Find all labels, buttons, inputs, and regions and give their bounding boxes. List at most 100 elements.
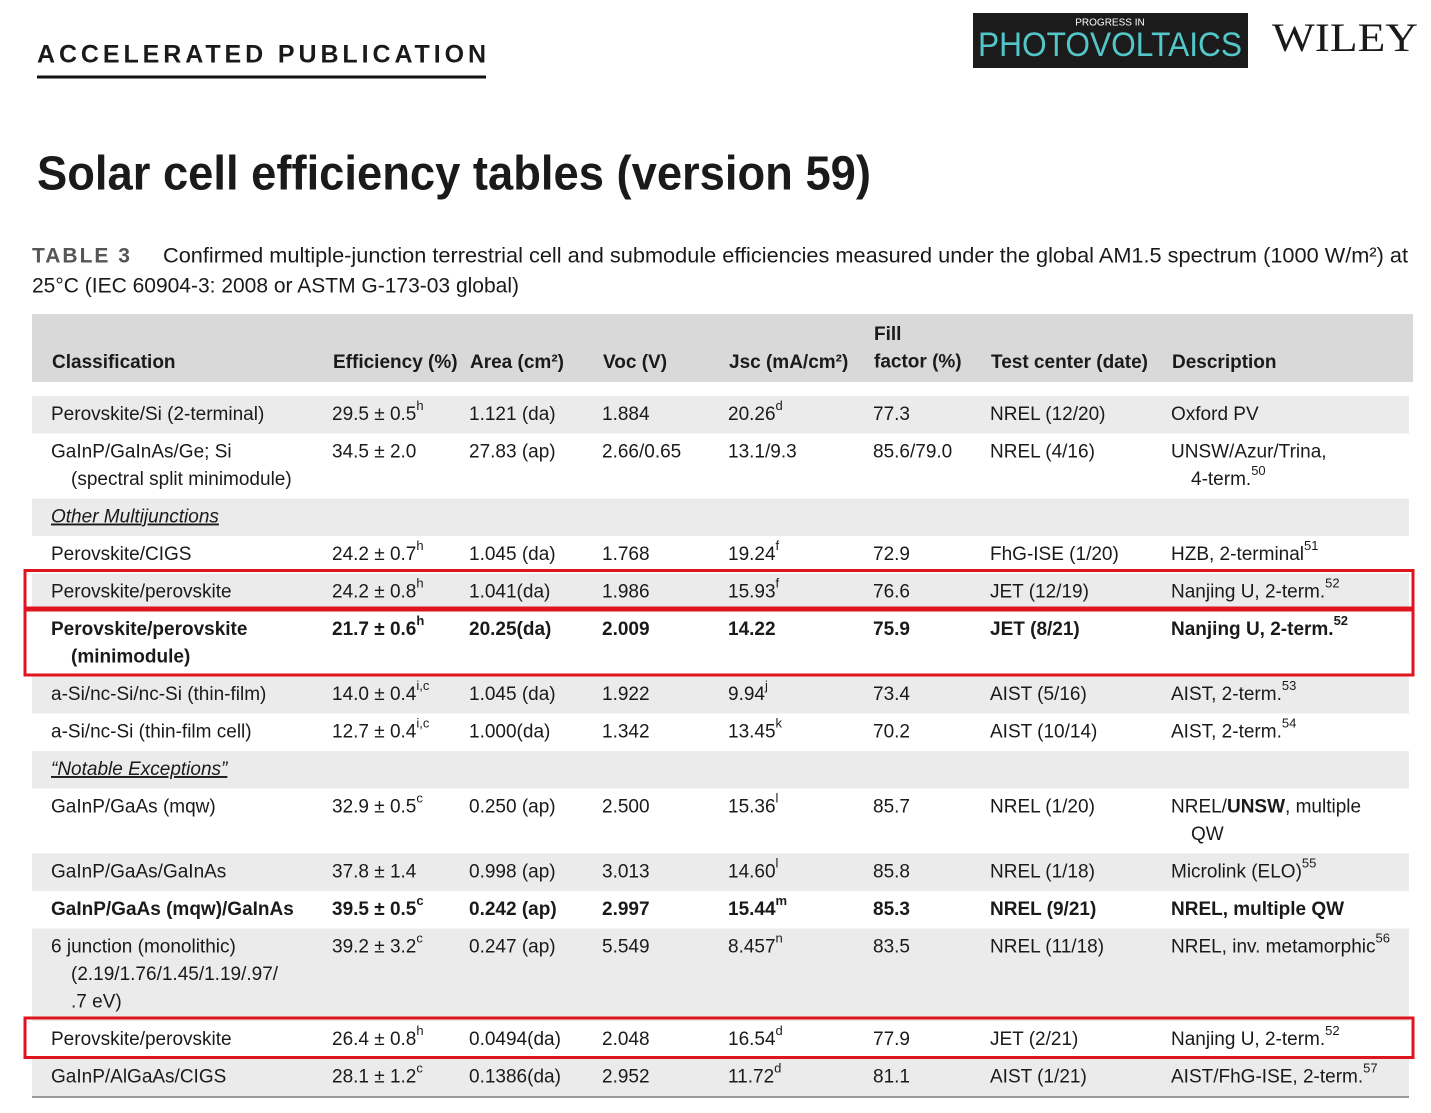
- text-run: 1.041(da): [469, 582, 550, 603]
- text-run: Test center (date): [991, 352, 1148, 373]
- text-run: AIST, 2-term.: [1171, 722, 1282, 743]
- column-header: Area (cm²): [470, 352, 564, 373]
- text-run: 14.60: [728, 862, 776, 883]
- text-run: 77.9: [873, 1029, 910, 1050]
- table-cell: 5.549: [602, 937, 650, 958]
- table-cell: 15.36l: [728, 791, 779, 818]
- table-cell: AIST (1/21): [990, 1067, 1087, 1088]
- text-run: factor (%): [874, 352, 962, 373]
- table-cell: 1.884: [602, 404, 650, 425]
- table-cell: .7 eV): [71, 992, 122, 1013]
- table-label: TABLE 3: [32, 245, 132, 268]
- footnote-mark: 52: [1334, 613, 1348, 628]
- table-cell: 77.9: [873, 1029, 910, 1050]
- footnote-mark: d: [776, 398, 783, 413]
- text-run: (minimodule): [71, 647, 190, 668]
- footnote-mark: i,c: [416, 678, 430, 693]
- text-run: 13.45: [728, 722, 776, 743]
- table-cell: FhG-ISE (1/20): [990, 544, 1119, 565]
- text-run: 14.22: [728, 619, 776, 640]
- section-label: ACCELERATED PUBLICATION: [37, 41, 486, 69]
- table-cell: 29.5 ± 0.5h: [332, 398, 424, 425]
- table-cell: NREL, multiple QW: [1171, 899, 1344, 920]
- text-run: 20.26: [728, 404, 776, 425]
- footnote-mark: f: [776, 538, 780, 553]
- text-run: UNSW: [1227, 797, 1285, 818]
- text-run: 1.342: [602, 722, 650, 743]
- text-run: 26.4 ± 0.8: [332, 1029, 416, 1050]
- table-cell: QW: [1191, 824, 1224, 845]
- text-run: 1.884: [602, 404, 650, 425]
- table-cell: JET (2/21): [990, 1029, 1078, 1050]
- table-cell: 1.922: [602, 684, 650, 705]
- column-header: Voc (V): [603, 352, 667, 373]
- table-cell: 77.3: [873, 404, 910, 425]
- row-band: [32, 498, 1409, 536]
- text-run: AIST (10/14): [990, 722, 1097, 743]
- table-cell: 39.5 ± 0.5c: [332, 893, 424, 920]
- table-cell: 72.9: [873, 544, 910, 565]
- text-run: .7 eV): [71, 992, 122, 1013]
- text-run: 2.997: [602, 899, 650, 920]
- table-cell: 15.44m: [728, 893, 787, 920]
- table-cell: 1.045 (da): [469, 684, 556, 705]
- text-run: NREL (9/21): [990, 899, 1096, 920]
- text-run: NREL, inv. metamorphic: [1171, 937, 1376, 958]
- row-band: [32, 751, 1409, 789]
- footnote-mark: d: [776, 1023, 783, 1038]
- text-run: 75.9: [873, 619, 910, 640]
- table-cell: NREL, inv. metamorphic56: [1171, 931, 1390, 958]
- text-run: GaInP/GaInAs/Ge; Si: [51, 442, 232, 463]
- row-band: [32, 928, 1409, 1021]
- text-run: AIST (1/21): [990, 1067, 1087, 1088]
- text-run: 76.6: [873, 582, 910, 603]
- publisher: WILEY: [1272, 15, 1418, 60]
- text-run: Area (cm²): [470, 352, 564, 373]
- text-run: 14.0 ± 0.4: [332, 684, 417, 705]
- text-run: GaInP/GaAs (mqw): [51, 797, 216, 818]
- table-cell: (2.19/1.76/1.45/1.19/.97/: [71, 964, 279, 985]
- text-run: 1.768: [602, 544, 650, 565]
- row-band: [32, 713, 1409, 751]
- footnote-mark: c: [416, 893, 423, 908]
- table-cell: AIST (10/14): [990, 722, 1097, 743]
- title: Solar cell efficiency tables (version 59…: [37, 148, 871, 201]
- table-cell: GaInP/AlGaAs/CIGS: [51, 1067, 226, 1088]
- text-run: 81.1: [873, 1067, 910, 1088]
- text-run: GaInP/AlGaAs/CIGS: [51, 1067, 226, 1088]
- row-band: [32, 891, 1409, 929]
- text-run: 15.36: [728, 797, 776, 818]
- text-run: 0.242 (ap): [469, 899, 557, 920]
- table-cell: GaInP/GaAs/GaInAs: [51, 862, 226, 883]
- table-cell: Nanjing U, 2-term.52: [1171, 613, 1348, 640]
- highlight-box: [23, 569, 1415, 612]
- table-cell: Perovskite/perovskite: [51, 582, 232, 603]
- table-cell: UNSW/Azur/Trina,: [1171, 442, 1327, 463]
- table-caption: Confirmed multiple-junction terrestrial …: [163, 245, 1408, 268]
- footnote-mark: 53: [1282, 678, 1296, 693]
- text-run: 24.2 ± 0.7: [332, 544, 416, 565]
- table-cell: 1.342: [602, 722, 650, 743]
- table-cell: 2.66/0.65: [602, 442, 681, 463]
- table-cell: 1.000(da): [469, 722, 550, 743]
- text-run: NREL (1/18): [990, 862, 1095, 883]
- footnote-mark: 50: [1251, 463, 1265, 478]
- text-run: 1.045 (da): [469, 544, 556, 565]
- table-cell: 0.998 (ap): [469, 862, 556, 883]
- table-cell: 2.009: [602, 619, 650, 640]
- row-band: [32, 1021, 1409, 1059]
- text-run: 2.500: [602, 797, 650, 818]
- row-band: [32, 853, 1409, 891]
- text-run: NREL (1/20): [990, 797, 1095, 818]
- footnote-mark: c: [416, 931, 423, 946]
- table-cell: JET (8/21): [990, 619, 1080, 640]
- table-cell: 15.93f: [728, 576, 780, 603]
- table-cell: 0.250 (ap): [469, 797, 556, 818]
- text-run: 9.94: [728, 684, 765, 705]
- table-cell: 28.1 ± 1.2c: [332, 1061, 423, 1088]
- table-cell: 85.6/79.0: [873, 442, 952, 463]
- table-cell: GaInP/GaInAs/Ge; Si: [51, 442, 232, 463]
- text-run: 24.2 ± 0.8: [332, 582, 416, 603]
- table-cell: 6 junction (monolithic): [51, 937, 236, 958]
- table-cell: 21.7 ± 0.6h: [332, 613, 424, 640]
